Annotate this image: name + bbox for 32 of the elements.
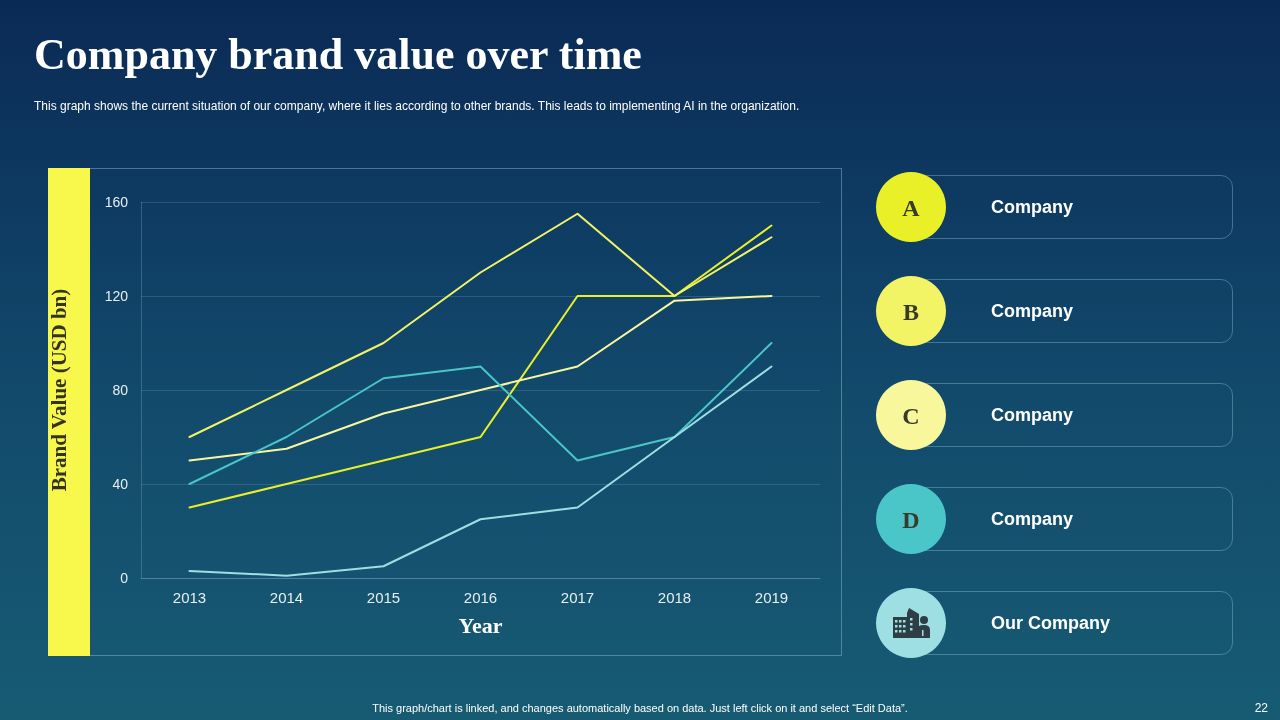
x-tick-label: 2016 bbox=[463, 589, 498, 606]
line-series bbox=[188, 295, 773, 462]
y-tick-label: 0 bbox=[120, 570, 129, 586]
y-tick-label: 40 bbox=[112, 476, 129, 492]
text: Our Company bbox=[991, 613, 1111, 633]
y-axis-title: Brand Value (USD bn) bbox=[46, 288, 71, 492]
text: Company bbox=[991, 509, 1074, 529]
text: A bbox=[902, 195, 921, 221]
text: D bbox=[902, 507, 920, 533]
chart-title: Company brand value over time bbox=[34, 29, 642, 79]
y-tick-label: 80 bbox=[112, 382, 129, 398]
line-series bbox=[188, 342, 773, 485]
chart-subtitle: This graph shows the current situation of our company, where it lies according to other brands. This leads to implementing AI in the organization. bbox=[34, 99, 800, 113]
text: Company bbox=[991, 301, 1074, 321]
x-tick-label: 2017 bbox=[560, 589, 595, 606]
x-axis-title: Year bbox=[458, 612, 503, 638]
x-tick-label: 2013 bbox=[172, 589, 207, 606]
line-series bbox=[188, 365, 773, 577]
line-series bbox=[188, 224, 773, 509]
x-tick-label: 2018 bbox=[657, 589, 692, 606]
text: B bbox=[902, 299, 920, 325]
x-tick-label: 2014 bbox=[269, 589, 304, 606]
text: 22 bbox=[1254, 701, 1269, 715]
text: C bbox=[902, 403, 920, 429]
text: This graph/chart is linked, and changes automatically based on data. Just left click on it and select “Edit Data”. bbox=[372, 702, 908, 714]
y-tick-label: 120 bbox=[104, 288, 129, 304]
y-tick-label: 160 bbox=[104, 194, 129, 210]
x-tick-label: 2019 bbox=[754, 589, 789, 606]
text: Company bbox=[991, 197, 1074, 217]
text: Company bbox=[991, 405, 1074, 425]
line-series bbox=[188, 212, 773, 438]
x-tick-label: 2015 bbox=[366, 589, 401, 606]
